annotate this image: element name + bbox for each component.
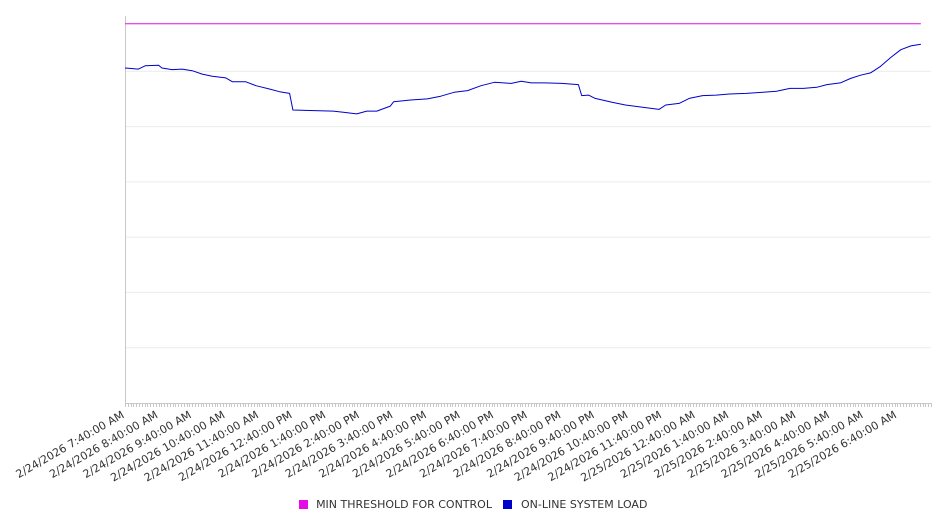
legend-label-threshold: MIN THRESHOLD FOR CONTROL <box>316 498 492 511</box>
series-line-system-load <box>124 43 921 115</box>
legend: MIN THRESHOLD FOR CONTROL ON-LINE SYSTEM… <box>0 498 946 511</box>
chart-plot: 2/24/2026 7:40:00 AM2/24/2026 8:40:00 AM… <box>14 16 932 485</box>
legend-swatch-threshold <box>298 500 308 509</box>
legend-swatch-system-load <box>503 500 513 509</box>
legend-item-threshold: MIN THRESHOLD FOR CONTROL <box>298 498 492 511</box>
legend-item-system-load: ON-LINE SYSTEM LOAD <box>503 498 647 511</box>
legend-label-system-load: ON-LINE SYSTEM LOAD <box>520 498 648 511</box>
